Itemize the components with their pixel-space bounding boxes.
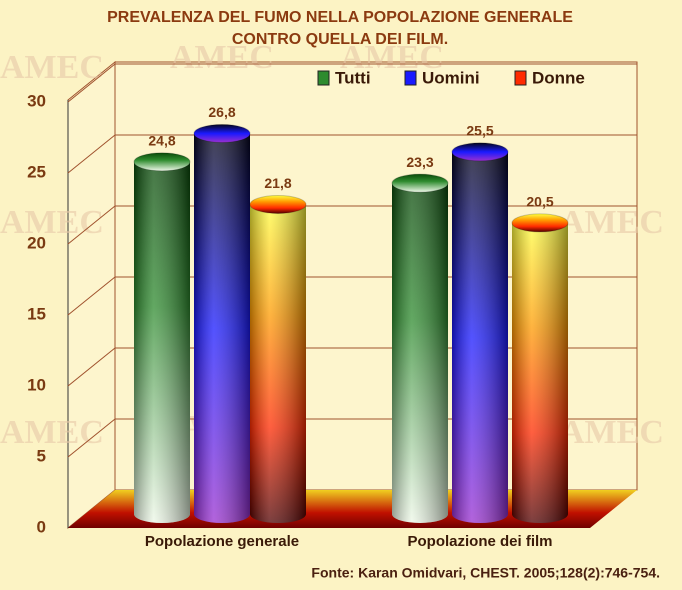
bar-top: [391, 173, 449, 193]
bar-shade: [250, 204, 306, 523]
legend-marker: [317, 70, 330, 86]
bar-shade: [452, 151, 508, 523]
y-tick-label: 10: [27, 375, 46, 394]
y-tick-label: 15: [27, 304, 46, 323]
value-label: 26,8: [208, 104, 235, 120]
legend-label: Tutti: [335, 68, 371, 87]
y-tick-label: 0: [37, 517, 46, 536]
y-tick-label: 5: [37, 446, 46, 465]
x-tick-label: Popolazione dei film: [407, 533, 552, 550]
y-tick-label: 25: [27, 162, 46, 181]
bar-shade: [134, 161, 190, 523]
x-tick-label: Popolazione generale: [145, 533, 299, 550]
legend-marker: [404, 70, 417, 86]
side-wall: [67, 60, 116, 530]
legend-label: Donne: [532, 68, 585, 87]
bar-top: [451, 142, 509, 162]
bar-shade: [194, 133, 250, 523]
watermark: AMEC: [560, 414, 664, 451]
grid-line: [67, 276, 116, 316]
watermark: AMEC: [0, 204, 104, 241]
bar-top: [511, 213, 569, 233]
bar-top: [193, 123, 251, 143]
grid-line: [67, 205, 116, 245]
value-label: 21,8: [264, 175, 291, 191]
legend-label: Uomini: [422, 68, 480, 87]
y-tick-label: 20: [27, 233, 46, 252]
watermark: AMEC: [0, 49, 104, 86]
watermark: AMEC: [340, 39, 444, 76]
y-tick-label: 30: [27, 91, 46, 110]
legend-marker: [514, 70, 527, 86]
watermark: AMEC: [560, 204, 664, 241]
source: Fonte: Karan Omidvari, CHEST. 2005;128(2…: [311, 565, 660, 581]
value-label: 23,3: [406, 154, 433, 170]
bar-shade: [512, 222, 568, 523]
value-label: 25,5: [466, 123, 493, 139]
grid-line: [67, 347, 116, 387]
bar-shade: [392, 183, 448, 523]
watermark: AMEC: [170, 39, 274, 76]
chart-title: PREVALENZA DEL FUMO NELLA POPOLAZIONE GE…: [107, 9, 573, 26]
value-label: 20,5: [526, 194, 553, 210]
grid-line: [67, 134, 116, 174]
grid-line: [67, 418, 116, 458]
bar-top: [249, 194, 307, 214]
bar-top: [133, 152, 191, 172]
value-label: 24,8: [148, 133, 175, 149]
chart-title: CONTRO QUELLA DEI FILM.: [232, 31, 448, 48]
grid-line: [67, 63, 116, 103]
watermark: AMEC: [0, 414, 104, 451]
